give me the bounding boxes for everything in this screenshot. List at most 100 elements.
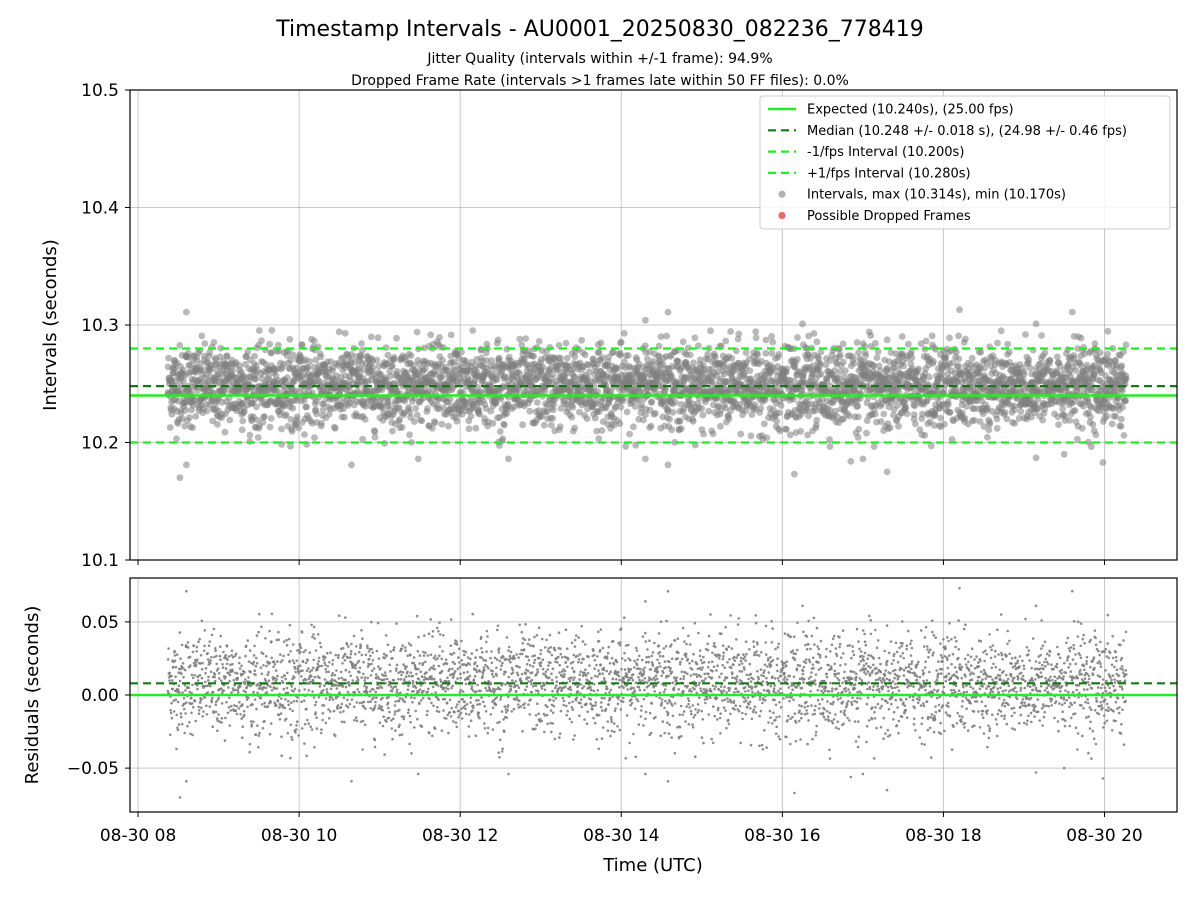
residual-point [317, 660, 321, 663]
residual-point [172, 710, 176, 713]
residual-point [224, 675, 227, 679]
residual-point [344, 678, 347, 682]
residual-point [184, 689, 187, 692]
interval-point [176, 342, 184, 349]
residual-point [241, 703, 244, 706]
residual-point [334, 653, 338, 657]
residual-point [263, 701, 267, 705]
interval-point [671, 398, 679, 406]
interval-point [810, 370, 817, 378]
interval-point [556, 423, 564, 430]
residual-point [341, 662, 344, 665]
residual-point [266, 673, 270, 676]
interval-point [735, 330, 743, 338]
interval-point [1099, 459, 1107, 466]
residual-point [302, 699, 306, 702]
residual-point [225, 662, 229, 666]
interval-point [1071, 407, 1079, 414]
residual-point [177, 684, 181, 687]
residual-point [265, 664, 268, 668]
interval-point [341, 413, 348, 421]
interval-point [191, 397, 199, 404]
interval-point [867, 332, 875, 339]
residual-point [352, 634, 356, 638]
interval-point [540, 421, 548, 429]
residual-point [350, 698, 354, 701]
residual-point [228, 673, 232, 677]
residual-point [278, 718, 282, 721]
residual-point [305, 754, 309, 758]
residual-point [203, 644, 206, 648]
interval-point [886, 424, 894, 432]
interval-point [734, 335, 742, 343]
residual-point [192, 644, 196, 648]
residual-point [349, 674, 353, 678]
interval-point [648, 398, 655, 406]
residual-point [178, 691, 181, 694]
residual-point [344, 685, 348, 689]
interval-point [997, 327, 1005, 335]
residual-point [172, 699, 175, 702]
interval-point [192, 413, 200, 420]
interval-point [839, 358, 847, 366]
residual-point [322, 689, 325, 692]
interval-point [1053, 353, 1061, 361]
residual-point [243, 682, 247, 686]
residual-point [285, 638, 288, 642]
interval-point [494, 336, 502, 344]
residual-point [288, 707, 292, 711]
residual-point [294, 670, 298, 674]
interval-point [846, 412, 853, 420]
residual-point [355, 719, 359, 723]
residual-point [212, 627, 216, 631]
interval-point [500, 421, 508, 429]
residual-point [326, 651, 329, 655]
residual-point [341, 685, 345, 688]
residual-point [348, 684, 351, 687]
interval-point [201, 340, 209, 347]
interval-point [822, 361, 830, 369]
residual-point [235, 712, 239, 716]
residual-point [225, 700, 228, 704]
residual-point [196, 658, 199, 661]
interval-point [870, 362, 878, 370]
interval-point [438, 372, 446, 380]
residual-point [279, 653, 282, 656]
interval-point [549, 371, 557, 378]
residual-point [219, 634, 222, 638]
interval-point [903, 410, 911, 418]
residual-point [194, 719, 197, 723]
interval-point [1122, 341, 1130, 349]
interval-point [823, 377, 831, 385]
residual-point [199, 662, 202, 665]
interval-point [704, 351, 712, 358]
residual-point [351, 679, 355, 682]
residual-point [222, 689, 225, 692]
residual-point [342, 696, 346, 700]
residual-point [343, 652, 347, 656]
top-y-tick-label: 10.3 [81, 316, 119, 336]
residual-point [188, 690, 192, 694]
interval-point [677, 425, 685, 432]
interval-point [530, 352, 537, 360]
interval-point [311, 434, 318, 441]
residual-point [270, 640, 273, 643]
residual-point [295, 724, 298, 727]
residual-point [213, 655, 216, 659]
residual-point [194, 663, 198, 666]
interval-point [1025, 356, 1033, 364]
interval-point [583, 415, 591, 422]
residual-point [226, 711, 230, 715]
interval-point [638, 401, 645, 408]
interval-point [356, 370, 364, 378]
residual-point [253, 669, 257, 672]
interval-point [1091, 340, 1099, 348]
interval-point [919, 410, 926, 418]
interval-point [593, 427, 601, 435]
residual-point [223, 739, 227, 742]
interval-point [782, 425, 790, 433]
interval-point [769, 338, 777, 346]
residual-point [325, 688, 329, 691]
residual-point [276, 660, 279, 663]
residual-point [196, 675, 200, 678]
